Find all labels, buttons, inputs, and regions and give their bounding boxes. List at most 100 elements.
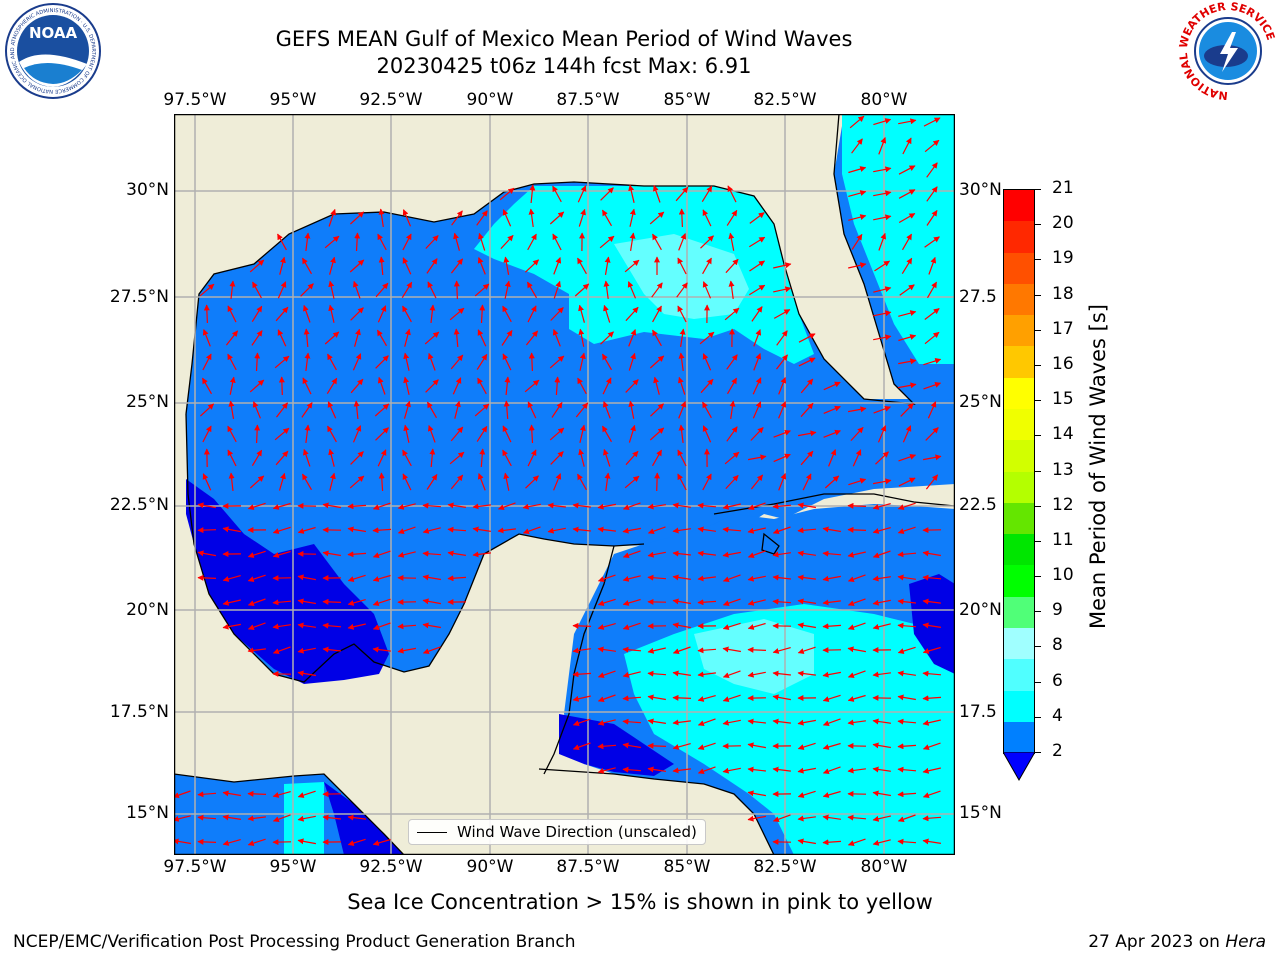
lat-label-left: 17.5°N (109, 702, 169, 722)
wind-wave-arrow (425, 379, 439, 393)
sea-ice-note: Sea Ice Concentration > 15% is shown in … (347, 890, 933, 914)
wind-wave-arrow (447, 502, 466, 509)
wind-wave-arrow (547, 502, 566, 509)
wind-wave-arrow (272, 502, 291, 510)
wind-wave-arrow (872, 623, 891, 630)
lat-label-right: 27.5 (959, 287, 997, 307)
wind-wave-arrow (422, 574, 441, 581)
lat-label-right: 30°N (959, 180, 1002, 200)
wind-wave-arrow (925, 474, 939, 490)
wind-wave-arrow (375, 427, 389, 441)
noaa-logo-text: NOAA (29, 24, 78, 42)
colorbar-segment (1004, 346, 1034, 378)
wind-wave-arrow (847, 551, 866, 558)
lon-label-bottom: 90°W (466, 857, 514, 877)
wind-wave-arrow (627, 281, 637, 299)
wind-wave-arrow (872, 575, 891, 582)
wind-wave-arrow (702, 401, 712, 419)
wind-wave-arrow (327, 353, 337, 371)
wind-wave-arrow (272, 646, 291, 655)
wind-wave-arrow (301, 473, 313, 491)
wind-wave-arrow (528, 352, 535, 372)
lat-label-right: 25°N (959, 392, 1002, 412)
wind-wave-arrow (902, 425, 912, 443)
wind-wave-arrow (374, 403, 390, 417)
wind-wave-arrow (347, 503, 367, 510)
wind-wave-arrow (447, 526, 467, 533)
wind-wave-arrow (625, 306, 639, 322)
wind-wave-arrow (349, 259, 365, 273)
wind-wave-arrow (677, 305, 687, 323)
wind-wave-arrow (275, 306, 289, 322)
wind-wave-arrow (800, 450, 814, 466)
wind-wave-arrow (251, 449, 263, 467)
wind-wave-arrow (301, 402, 313, 418)
wind-wave-arrow (297, 526, 316, 534)
wind-wave-arrow (875, 451, 889, 465)
wind-wave-arrow (923, 358, 942, 366)
wind-wave-arrow (272, 550, 291, 558)
wind-wave-arrow (873, 166, 892, 173)
wind-wave-arrow (197, 791, 217, 798)
wind-wave-arrow (898, 358, 917, 365)
wind-wave-arrow (672, 719, 691, 726)
wind-wave-arrow (898, 212, 916, 224)
wind-wave-arrow (751, 306, 763, 322)
wind-wave-arrow (824, 475, 840, 489)
colorbar-tick (1035, 505, 1041, 507)
wind-wave-arrow (528, 208, 535, 227)
wind-wave-arrow (747, 454, 767, 461)
wind-wave-arrow (476, 353, 488, 370)
wind-wave-arrow (902, 137, 912, 155)
wind-wave-arrow (772, 503, 792, 510)
wind-wave-arrow (901, 233, 913, 251)
wind-wave-arrow (897, 382, 917, 389)
wind-wave-arrow (897, 574, 916, 581)
wind-wave-arrow (697, 695, 716, 702)
wind-wave-arrow (378, 256, 385, 276)
wind-wave-arrow (597, 767, 616, 774)
wind-wave-arrow (823, 429, 841, 438)
wind-wave-arrow (347, 838, 366, 846)
wind-wave-arrow (922, 695, 942, 702)
wind-wave-arrow (672, 550, 691, 557)
wind-wave-arrow (279, 256, 286, 275)
wind-wave-arrow (622, 718, 642, 725)
noaa-logo: NOAA NATIONAL OCEANIC AND ATMOSPHERIC AD… (5, 3, 101, 99)
wind-wave-arrow (722, 670, 741, 679)
wind-wave-arrow (847, 598, 866, 607)
wind-wave-arrow (278, 376, 285, 396)
wind-wave-arrow (872, 718, 891, 725)
colorbar-segment (1004, 627, 1034, 660)
wind-wave-arrow (647, 742, 667, 749)
wind-wave-arrow (726, 209, 738, 226)
colorbar-segment (1004, 252, 1034, 284)
wind-wave-arrow (474, 283, 490, 297)
wind-wave-arrow (797, 719, 817, 726)
wind-wave-arrow (522, 503, 541, 510)
wind-wave-arrow (847, 574, 866, 583)
wind-wave-arrow (647, 574, 667, 581)
wind-wave-arrow (328, 448, 335, 467)
wind-wave-arrow (726, 377, 738, 395)
wind-wave-arrow (603, 280, 610, 299)
wind-wave-arrow (924, 331, 940, 345)
wind-wave-arrow (848, 478, 867, 486)
wind-wave-arrow (497, 527, 516, 534)
wind-wave-arrow (747, 575, 766, 582)
colorbar-segment (1004, 283, 1034, 316)
wind-wave-arrow (898, 477, 916, 487)
wind-wave-arrow (677, 257, 687, 275)
footer-date-text: 27 Apr 2023 on (1088, 932, 1226, 952)
wind-wave-arrow (249, 259, 265, 273)
wind-wave-arrow (622, 575, 641, 582)
wind-wave-arrow (529, 184, 536, 204)
wind-wave-arrow (872, 671, 891, 678)
wind-wave-arrow (847, 622, 866, 630)
wind-wave-arrow (525, 475, 539, 489)
wind-wave-arrow (552, 185, 562, 203)
wind-wave-arrow (873, 405, 891, 414)
wind-wave-arrow (453, 328, 460, 348)
wind-wave-arrow (722, 526, 742, 533)
wind-wave-arrow (322, 550, 341, 557)
